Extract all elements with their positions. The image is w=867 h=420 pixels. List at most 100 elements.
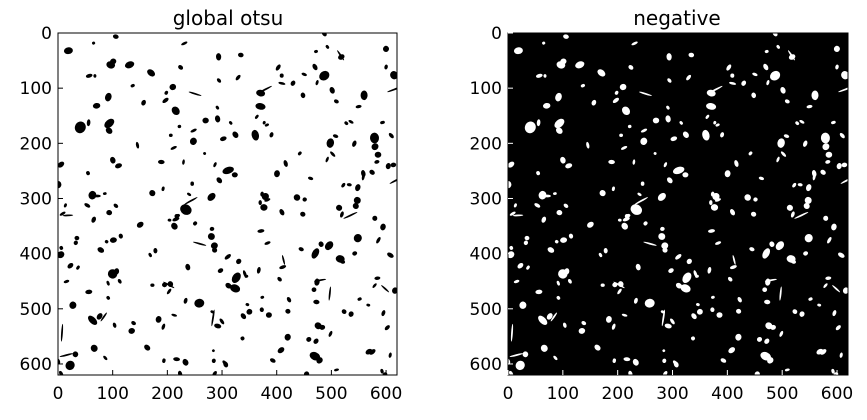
right-blob xyxy=(553,355,558,361)
right-blob xyxy=(741,80,747,86)
right-blob xyxy=(840,177,848,184)
right-blob xyxy=(770,70,781,81)
right-y-tick-label: 500 xyxy=(470,300,502,320)
right-blob xyxy=(779,330,784,337)
left-blob xyxy=(92,102,101,109)
right-blob xyxy=(823,283,828,288)
left-blob xyxy=(341,182,346,188)
left-blob xyxy=(211,349,215,353)
left-blob xyxy=(260,204,268,211)
left-blob xyxy=(259,307,264,312)
right-blob xyxy=(729,81,737,85)
left-y-tick-label: 300 xyxy=(20,189,52,209)
left-blob xyxy=(182,358,189,366)
left-blob xyxy=(244,274,249,278)
left-blob xyxy=(104,118,115,129)
left-y-tick-label: 500 xyxy=(20,300,52,320)
left-blob xyxy=(269,132,274,138)
left-blob xyxy=(346,183,352,187)
left-blob xyxy=(374,160,380,164)
right-blob xyxy=(716,312,723,318)
left-blob xyxy=(254,114,259,119)
right-x-tick-label: 600 xyxy=(821,384,853,404)
right-blob xyxy=(780,151,787,157)
right-blob xyxy=(622,217,630,222)
right-blob xyxy=(538,190,547,200)
right-blob xyxy=(799,119,805,124)
left-blob xyxy=(104,92,112,102)
left-blob xyxy=(90,344,98,352)
left-blob xyxy=(106,209,113,216)
left-blob xyxy=(229,121,233,125)
right-y-tick-label: 200 xyxy=(470,134,502,154)
left-blob xyxy=(168,133,173,138)
right-blob xyxy=(686,74,692,81)
right-blob xyxy=(720,132,725,138)
left-blob xyxy=(203,152,207,155)
right-blob xyxy=(688,52,695,58)
right-blob xyxy=(737,297,742,303)
right-blob xyxy=(621,313,628,317)
right-blob xyxy=(710,204,719,211)
left-blob xyxy=(118,233,123,239)
left-blob xyxy=(369,132,380,144)
right-blob xyxy=(568,233,574,239)
right-blob xyxy=(804,196,812,204)
left-blob xyxy=(313,299,320,305)
left-blob xyxy=(256,266,261,274)
left-blob xyxy=(177,370,183,375)
right-blob xyxy=(817,303,822,307)
left-blob xyxy=(74,235,80,241)
left-blob xyxy=(59,211,66,216)
right-blob xyxy=(619,133,623,138)
right-blob xyxy=(560,58,567,65)
left-blob xyxy=(135,141,140,149)
left-blob xyxy=(150,283,155,287)
left-blob xyxy=(374,276,381,280)
right-blob xyxy=(667,78,672,83)
right-blob xyxy=(764,338,770,344)
right-blob xyxy=(839,352,843,358)
right-blob xyxy=(762,287,768,293)
right-blob xyxy=(661,309,665,327)
left-blob xyxy=(155,316,162,323)
right-blob xyxy=(634,197,648,205)
left-blob xyxy=(215,53,222,61)
left-blob xyxy=(100,312,107,322)
left-blob xyxy=(285,308,291,314)
left-blob xyxy=(381,285,390,293)
right-blob xyxy=(764,49,769,54)
left-blob xyxy=(302,197,307,202)
left-blob xyxy=(164,90,169,95)
right-blob xyxy=(553,192,557,196)
right-blob xyxy=(720,358,727,363)
right-blob xyxy=(581,321,587,326)
left-blob xyxy=(390,71,397,80)
right-blob xyxy=(555,92,562,102)
right-blob xyxy=(625,213,631,218)
left-blob xyxy=(97,247,105,253)
right-blob xyxy=(640,181,645,186)
left-blob xyxy=(325,156,329,163)
left-blob xyxy=(149,190,156,197)
left-blob xyxy=(264,241,271,245)
left-blob xyxy=(115,163,122,169)
right-blob xyxy=(599,190,606,197)
right-blob xyxy=(620,145,628,150)
left-blob xyxy=(185,263,191,271)
right-blob xyxy=(591,99,597,106)
right-blob xyxy=(665,115,671,123)
left-blob xyxy=(74,121,86,134)
left-blob xyxy=(366,303,371,307)
right-blob xyxy=(729,209,736,216)
left-blob xyxy=(286,297,292,303)
right-blob xyxy=(769,241,775,247)
left-blob xyxy=(371,143,379,151)
right-blob xyxy=(660,226,665,231)
right-blob xyxy=(603,248,608,254)
left-blob xyxy=(365,348,373,355)
right-blob xyxy=(726,64,732,71)
right-blob xyxy=(628,370,633,375)
right-blob xyxy=(567,278,572,284)
